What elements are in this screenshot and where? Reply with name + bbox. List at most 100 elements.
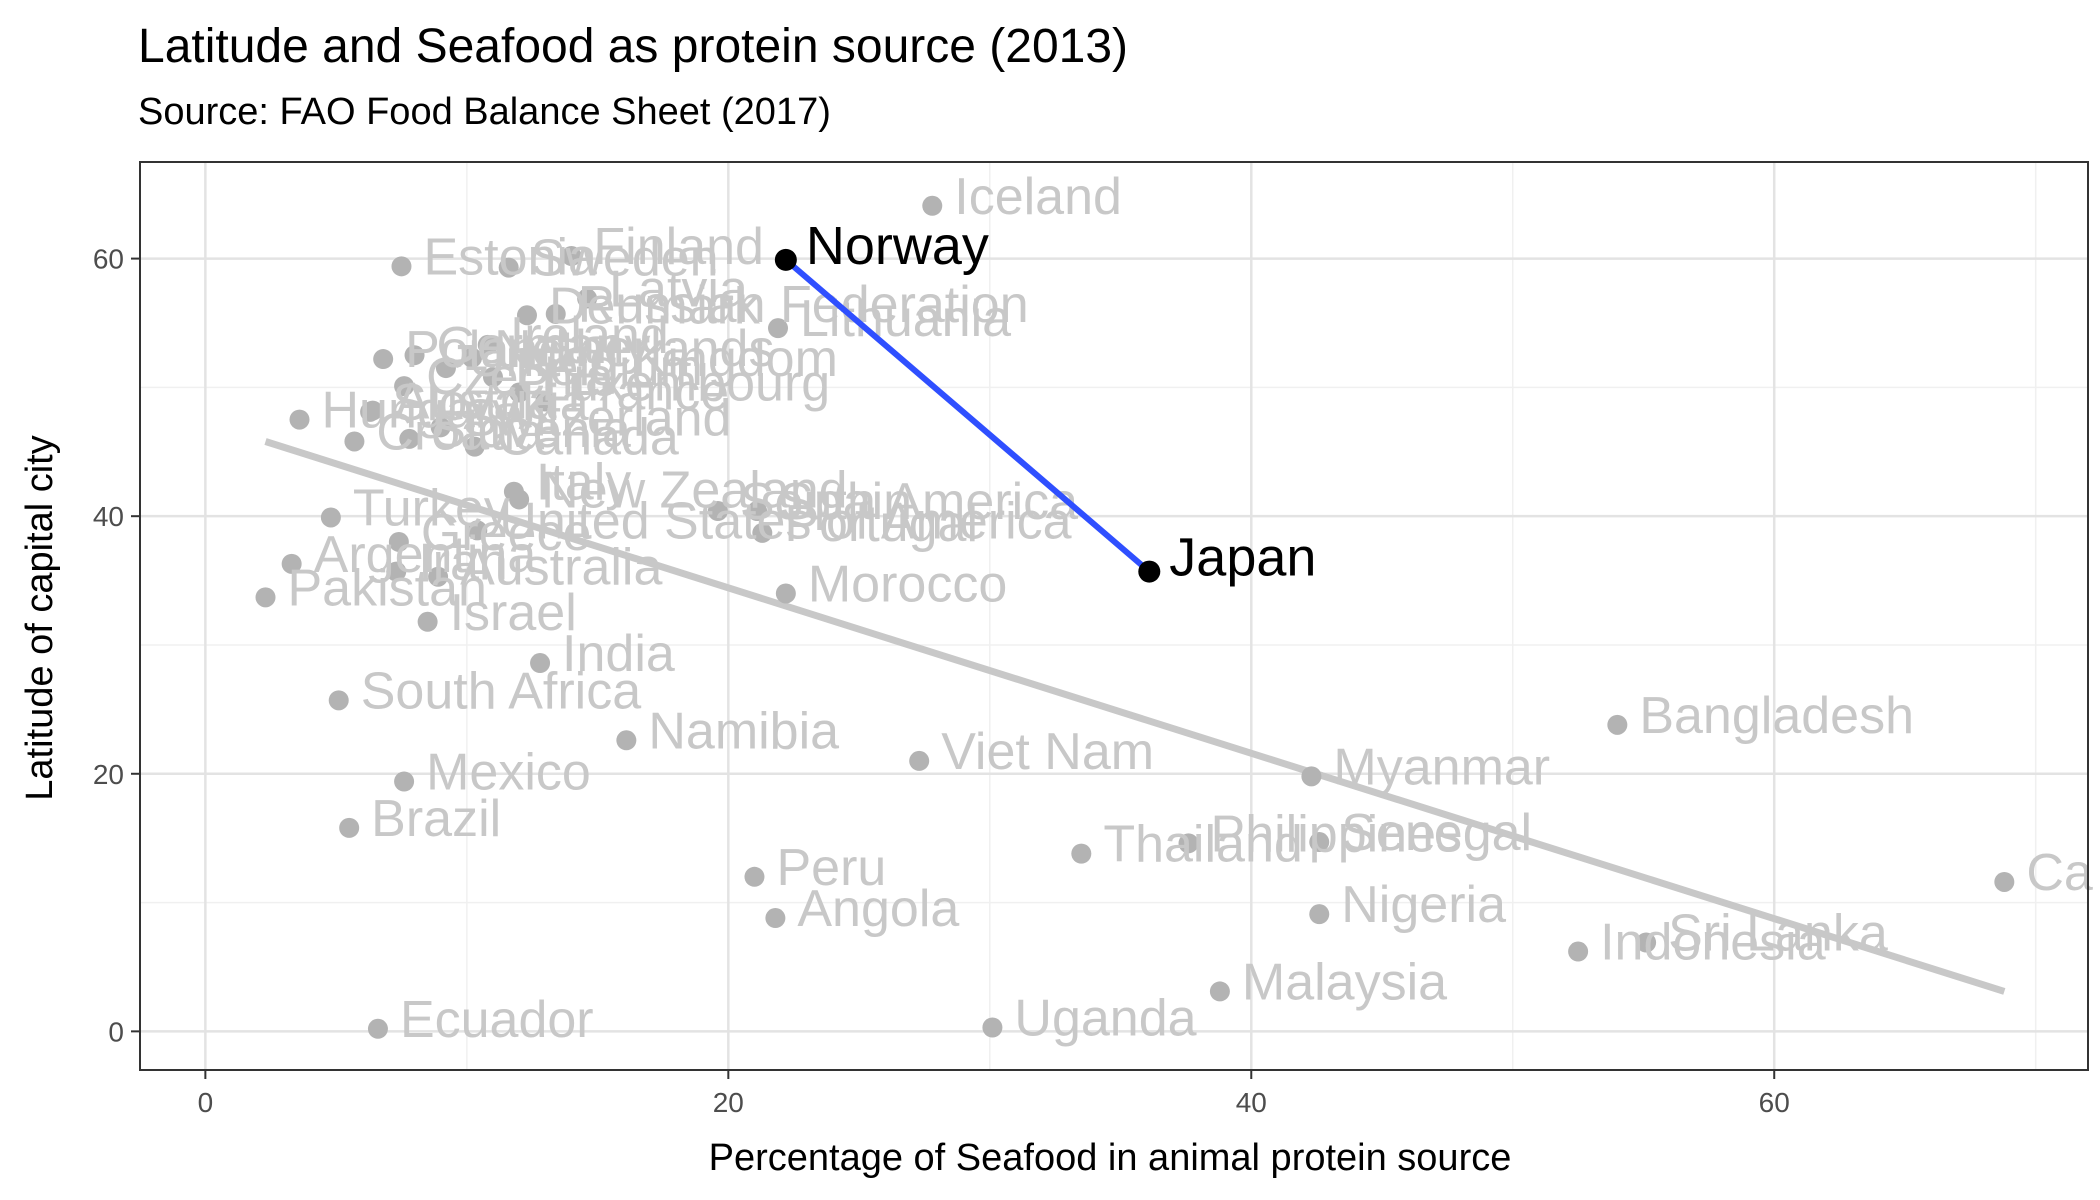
data-point (430, 417, 451, 438)
y-tick-label: 60 (93, 244, 124, 275)
point-label: Argentina (314, 526, 537, 584)
point-label: Peru (776, 839, 886, 897)
point-label: Netherlands (494, 320, 774, 378)
data-point (768, 318, 789, 339)
point-label: Angola (797, 880, 959, 938)
data-point (509, 382, 530, 403)
data-point (386, 561, 407, 582)
point-label: Ireland (510, 307, 669, 365)
data-point (399, 428, 420, 449)
data-point (394, 771, 415, 792)
point-label: Bangladesh (1639, 687, 1914, 745)
point-label: Nigeria (1341, 876, 1506, 934)
data-point (1568, 941, 1589, 962)
point-label: India (562, 625, 675, 683)
data-point (561, 246, 582, 267)
point-label: Portugal (784, 495, 978, 553)
point-label: Sri Lanka (1668, 904, 1888, 962)
point-label: Israel (450, 584, 577, 642)
y-tick-label: 40 (93, 501, 124, 532)
data-point (616, 730, 637, 751)
point-label: Greece (421, 504, 592, 562)
data-point (373, 349, 394, 370)
y-tick-label: 20 (93, 759, 124, 790)
data-point (344, 431, 365, 452)
data-point (320, 507, 341, 528)
data-point (404, 345, 425, 366)
point-label: Finland (593, 218, 764, 276)
data-point (765, 908, 786, 929)
point-label: Indonesia (1600, 914, 1826, 972)
point-label: Thailand (1103, 816, 1302, 874)
point-label: Germany (437, 317, 651, 375)
point-label: Iran (418, 534, 508, 592)
point-label: United States of America (499, 492, 1071, 550)
trend-line-layer (264, 438, 2006, 995)
x-tick-label: 20 (713, 1087, 744, 1118)
data-point (775, 583, 796, 604)
point-label: Slovenia (431, 401, 631, 459)
data-point (1178, 833, 1199, 854)
data-point (467, 520, 488, 541)
data-point (530, 653, 551, 674)
point-label: South Africa (361, 662, 641, 720)
data-point (707, 501, 728, 522)
data-point (289, 409, 310, 430)
point-label: Uganda (1014, 989, 1196, 1047)
point-label: Malaysia (1242, 953, 1447, 1011)
data-point (1994, 871, 2015, 892)
data-point (577, 288, 598, 309)
point-label: Philippines (1211, 805, 1463, 863)
data-point (1071, 843, 1092, 864)
data-point (281, 553, 302, 574)
data-point (1301, 766, 1322, 787)
point-label: Sweden (531, 230, 719, 288)
point-label: United Kingdom (468, 330, 838, 388)
chart-title: Latitude and Seafood as protein source (… (138, 20, 1128, 73)
data-point (482, 367, 503, 388)
data-points (255, 195, 2015, 1039)
point-label: Denmark (549, 277, 761, 335)
data-point (255, 587, 276, 608)
highlight-point (1138, 560, 1161, 583)
x-tick-label: 0 (198, 1087, 214, 1118)
point-label: Turkey (353, 479, 510, 537)
data-point (394, 376, 415, 397)
data-point (391, 256, 412, 277)
data-point (328, 690, 349, 711)
data-point (464, 436, 485, 457)
x-tick-label: 60 (1759, 1087, 1790, 1118)
point-label: Croatia (376, 403, 544, 461)
point-label: Latvia (609, 261, 748, 319)
point-label: Brazil (371, 790, 501, 848)
x-axis-title: Percentage of Seafood in animal protein … (709, 1137, 1512, 1179)
point-label: Mexico (426, 744, 591, 802)
point-label: Ca (2026, 844, 2093, 902)
highlight-label: Norway (806, 216, 989, 276)
data-point (545, 303, 566, 324)
point-label: Italy (536, 454, 631, 512)
point-label: France (567, 364, 729, 422)
highlight-point (774, 248, 797, 271)
point-label: Switzerland (463, 389, 732, 447)
point-label: Australia (460, 539, 662, 597)
data-point (1209, 981, 1230, 1002)
point-label: Canada (497, 409, 679, 467)
data-point (516, 305, 537, 326)
data-point (747, 501, 768, 522)
data-point (435, 358, 456, 379)
data-point (1607, 714, 1628, 735)
point-label: Spain (779, 473, 912, 531)
point-label: Austria (395, 373, 557, 431)
data-point (509, 489, 530, 510)
point-label: Czechia (426, 348, 614, 406)
point-label: Ecuador (400, 991, 594, 1049)
data-point (367, 1018, 388, 1039)
point-label: New Zealand (541, 461, 847, 519)
point-label: Myanmar (1333, 738, 1550, 796)
point-labels: Iceland FinlandSwedenEstoniaLatviaRussian… (288, 168, 2093, 1049)
data-point (498, 257, 519, 278)
highlight-layer: Norway Japan (774, 216, 1316, 588)
point-label: Senegal (1341, 804, 1532, 862)
